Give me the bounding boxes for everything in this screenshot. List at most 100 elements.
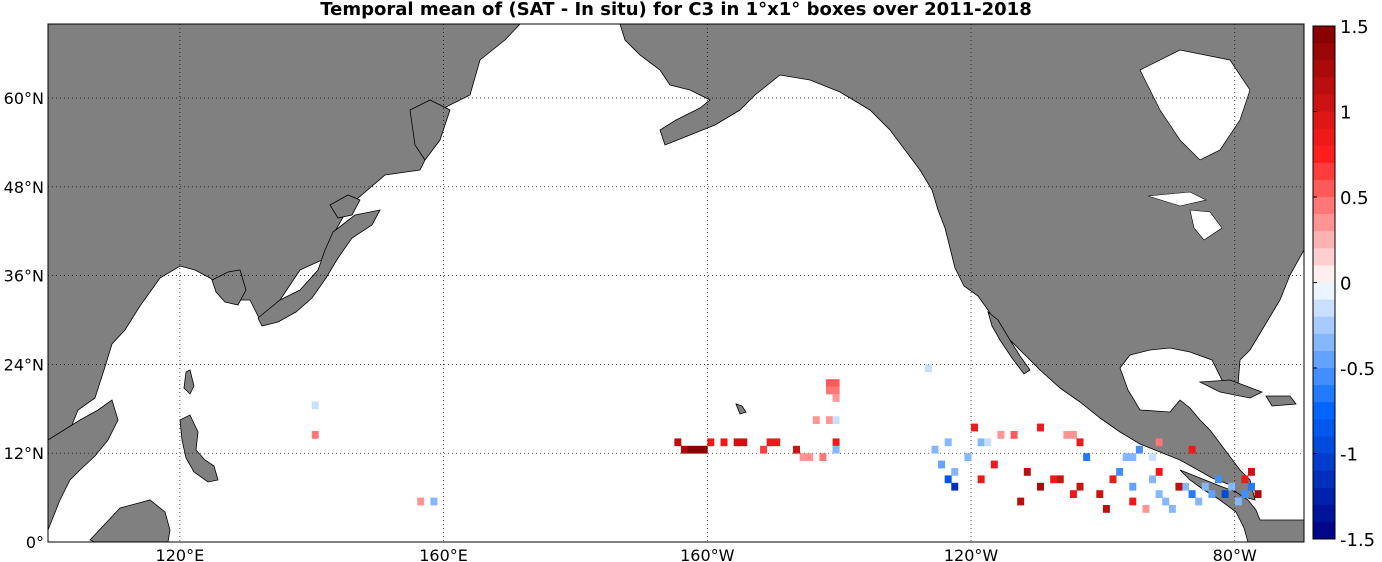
heatmap-cell — [1155, 438, 1163, 447]
heatmap-cell — [1017, 497, 1025, 506]
lon-tick-label: 120°W — [944, 546, 999, 562]
land-cuba — [1198, 379, 1263, 399]
heatmap-cell — [1023, 468, 1031, 476]
heatmap-cell — [1155, 468, 1163, 476]
heatmap-cell — [1241, 490, 1249, 498]
lon-tick-label: 160°W — [680, 546, 735, 562]
lat-tick-label: 24°N — [4, 355, 44, 374]
chart-title: Temporal mean of (SAT - In situ) for C3 … — [320, 0, 1032, 20]
heatmap-cell — [1241, 475, 1249, 484]
heatmap-cell — [832, 379, 840, 387]
colorbar-bin — [1313, 179, 1335, 198]
heatmap-cell — [944, 438, 952, 447]
lat-tick-label: 48°N — [4, 178, 44, 197]
colorbar-bin — [1313, 128, 1335, 147]
heatmap-cell — [1142, 505, 1150, 513]
colorbar-bin — [1313, 248, 1335, 266]
colorbar-tick-label: 1 — [1340, 103, 1351, 124]
colorbar-bin — [1313, 453, 1335, 472]
heatmap-cell — [1155, 490, 1163, 498]
lon-tick-label: 80°W — [1213, 546, 1257, 562]
heatmap-cell — [832, 386, 840, 395]
heatmap-cell — [1135, 445, 1143, 454]
heatmap-cell — [977, 475, 985, 484]
heatmap-cell — [1247, 468, 1255, 476]
heatmap-cell — [1036, 423, 1044, 432]
colorbar-bin — [1313, 214, 1335, 232]
heatmap-cell — [964, 453, 972, 461]
colorbar-bin — [1313, 282, 1335, 301]
heatmap-cell — [773, 438, 781, 447]
heatmap-cell — [1102, 505, 1110, 513]
heatmap-cell — [1129, 482, 1137, 491]
heatmap-cell — [1109, 475, 1117, 484]
colorbar-bin — [1313, 333, 1335, 352]
land-indochina — [47, 399, 119, 531]
heatmap-cell — [1188, 445, 1196, 454]
heatmap-cell — [760, 445, 768, 454]
lake-superior — [1147, 191, 1207, 207]
heatmap-cell — [700, 445, 708, 454]
land-kamchatka — [409, 99, 451, 161]
lake-michigan-huron — [1189, 209, 1223, 241]
colorbar-bin — [1313, 316, 1335, 335]
colorbar-bin — [1313, 43, 1335, 61]
heatmap-cell — [832, 445, 840, 454]
heatmap-cell — [1063, 431, 1071, 439]
colorbar-bin — [1313, 77, 1335, 95]
colorbar-bin — [1313, 521, 1335, 540]
colorbar-bin — [1313, 299, 1335, 318]
lon-tick-label: 120°E — [156, 546, 205, 562]
colorbar-bin — [1313, 470, 1335, 489]
colorbar: 1.5 1 0.5 0 -0.5 -1 -1.5 — [1312, 17, 1375, 551]
heatmap-cell — [1201, 482, 1209, 491]
colorbar-bin — [1313, 350, 1335, 369]
heatmap-cell — [832, 438, 840, 447]
heatmap-cell — [1254, 490, 1262, 498]
colorbar-tick-label: -1 — [1340, 445, 1358, 466]
colorbar-bin — [1313, 504, 1335, 523]
heatmap-cell — [740, 438, 748, 447]
heatmap-cell — [1010, 431, 1018, 439]
heatmap-cell — [990, 460, 998, 469]
heatmap-cell — [832, 416, 840, 424]
colorbar-tick-label: 1.5 — [1340, 17, 1369, 38]
colorbar-bin — [1313, 487, 1335, 506]
heatmap-cell — [977, 438, 985, 447]
colorbar-bin — [1313, 402, 1335, 420]
heatmap-cell — [1056, 475, 1064, 484]
heatmap-cell — [680, 445, 688, 454]
heatmap-cell — [417, 497, 425, 506]
land-japan — [257, 209, 381, 327]
graticule — [48, 24, 1304, 542]
heatmap-cell — [311, 431, 319, 439]
heatmap-cell — [1208, 490, 1216, 498]
heatmap-cell — [733, 438, 741, 447]
latitude-labels: 0° 12°N 24°N 36°N 48°N 60°N — [4, 89, 44, 552]
colorbar-tick-label: 0 — [1340, 274, 1351, 295]
heatmap-cell — [819, 453, 827, 461]
heatmap-cell — [951, 482, 959, 491]
heatmap-cell — [1129, 453, 1137, 461]
land-korea — [211, 269, 247, 306]
heatmap-cell — [793, 445, 801, 454]
lat-tick-label: 60°N — [4, 89, 44, 108]
heatmap-cell — [1162, 497, 1170, 506]
heatmap-cell — [1083, 453, 1091, 461]
colorbar-bin — [1313, 60, 1335, 78]
heatmap-cell — [707, 438, 715, 447]
heatmap-cell — [1195, 497, 1203, 506]
heatmap-cell — [1096, 490, 1104, 498]
heatmap-cell — [1069, 490, 1077, 498]
heatmap-cell — [924, 364, 932, 373]
land-hawaii — [735, 403, 747, 415]
colorbar-bin — [1313, 26, 1335, 44]
heatmap-cell — [1129, 497, 1137, 506]
heatmap-cell — [1221, 490, 1229, 498]
heatmap-cell — [799, 453, 807, 461]
heatmap-cell — [1188, 490, 1196, 498]
heatmap-cell — [1168, 505, 1176, 513]
heatmap-cell — [1247, 482, 1255, 491]
heatmap-cell — [812, 416, 820, 424]
